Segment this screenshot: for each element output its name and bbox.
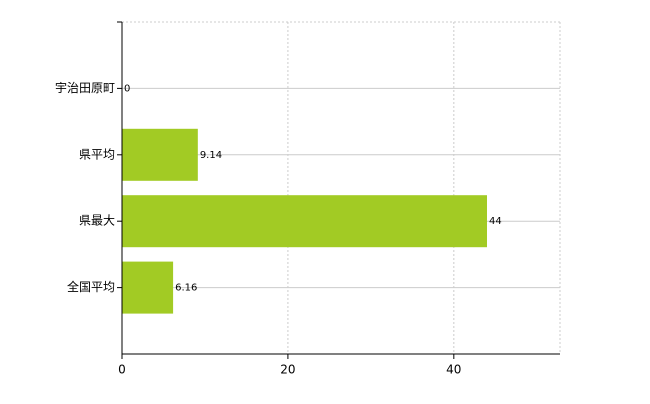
value-label: 9.14 — [200, 150, 222, 161]
bar — [122, 128, 198, 181]
bar — [122, 195, 487, 248]
y-tick-label: 県平均 — [79, 147, 115, 161]
x-tick-label: 20 — [280, 363, 295, 377]
value-label: 6.16 — [175, 283, 197, 294]
value-label: 0 — [124, 83, 130, 94]
bar — [122, 261, 174, 314]
x-tick-label: 40 — [446, 363, 461, 377]
value-label: 44 — [489, 216, 502, 227]
y-tick-label: 宇治田原町 — [55, 81, 115, 95]
y-tick-label: 県最大 — [79, 214, 115, 228]
y-tick-label: 全国平均 — [67, 279, 115, 294]
x-tick-label: 0 — [118, 363, 126, 377]
